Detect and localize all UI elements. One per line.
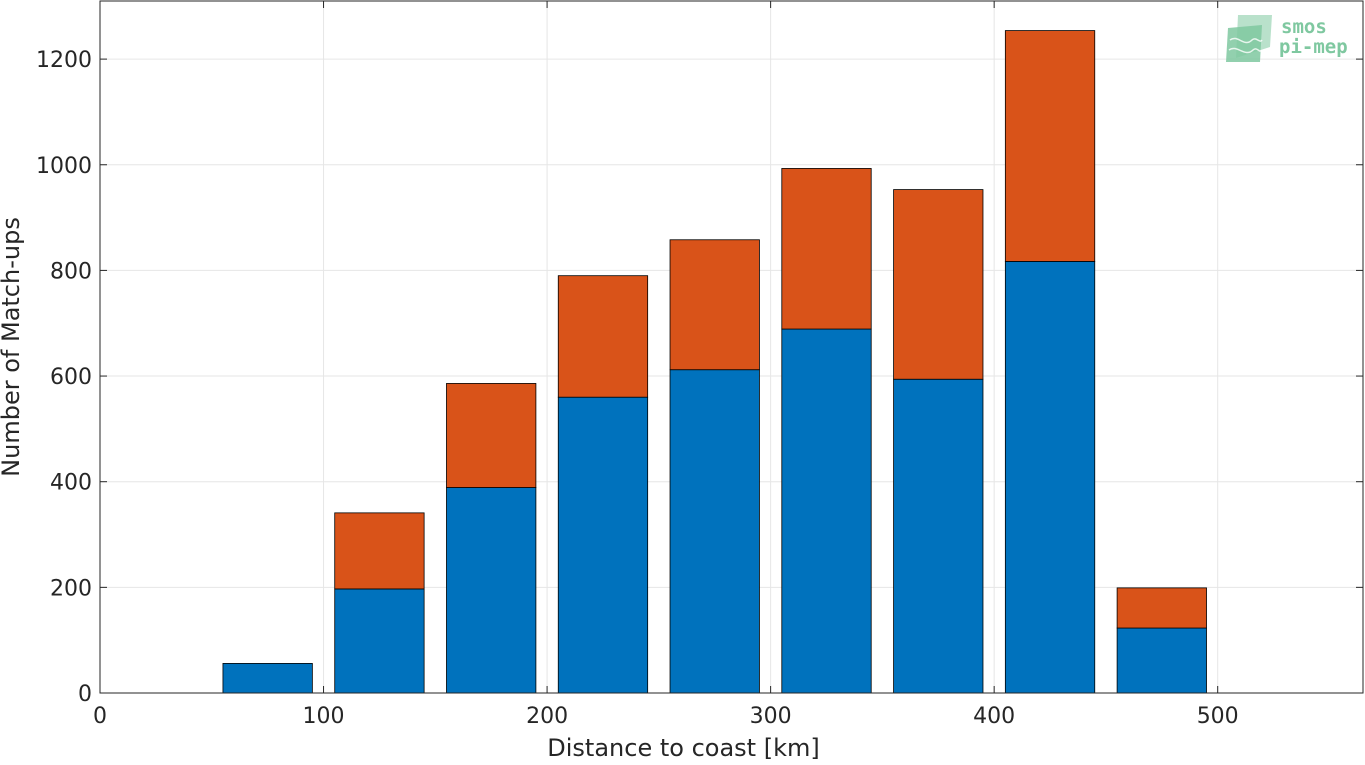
bar-segment-series-1 [222, 663, 313, 694]
smos-pimep-logo: smos pi-mep [1226, 15, 1348, 62]
bar-segment-series-1 [1004, 261, 1096, 694]
x-tick-label: 200 [526, 704, 568, 729]
bar-segment-series-1 [557, 396, 649, 694]
y-tick-label: 1000 [36, 154, 92, 179]
bar-segment-series-1 [669, 369, 760, 694]
logo-text-smos: smos [1281, 16, 1327, 38]
plot-area-frame [99, 0, 1364, 694]
bar-segment-series-1 [893, 378, 984, 694]
y-tick-label: 400 [50, 471, 92, 496]
bar-segment-series-2 [1004, 30, 1096, 262]
axis-ticks: 0 100 200 300 400 500 0 200 400 600 800 1000 1200 [36, 1, 1363, 729]
logo-text-pimep: pi-mep [1279, 36, 1348, 58]
y-tick-label: 600 [50, 365, 92, 390]
y-tick-label: 0 [78, 682, 92, 707]
bar-segment-series-2 [557, 275, 649, 398]
bars [111, 30, 1319, 694]
bar-segment-series-1 [1116, 627, 1207, 694]
bar-segment-series-2 [1116, 587, 1207, 629]
bar-segment-series-1 [446, 487, 537, 694]
x-tick-label: 300 [750, 704, 792, 729]
y-axis-label: Number of Match-ups [0, 217, 25, 477]
x-tick-label: 100 [303, 704, 345, 729]
y-tick-label: 800 [50, 259, 92, 284]
bar-segment-series-2 [334, 512, 425, 590]
x-tick-label: 400 [973, 704, 1015, 729]
x-axis-label: Distance to coast [km] [547, 734, 819, 761]
logo-mark-icon [1226, 15, 1272, 62]
bar-segment-series-1 [334, 588, 425, 694]
bar-segment-series-2 [893, 189, 984, 380]
y-tick-label: 200 [50, 576, 92, 601]
bar-segment-series-2 [446, 383, 537, 488]
bar-segment-series-1 [781, 328, 872, 694]
x-tick-label: 0 [93, 704, 107, 729]
bar-segment-series-2 [669, 239, 760, 371]
x-tick-label: 500 [1197, 704, 1239, 729]
y-tick-label: 1200 [36, 48, 92, 73]
bar-segment-series-2 [781, 168, 872, 330]
